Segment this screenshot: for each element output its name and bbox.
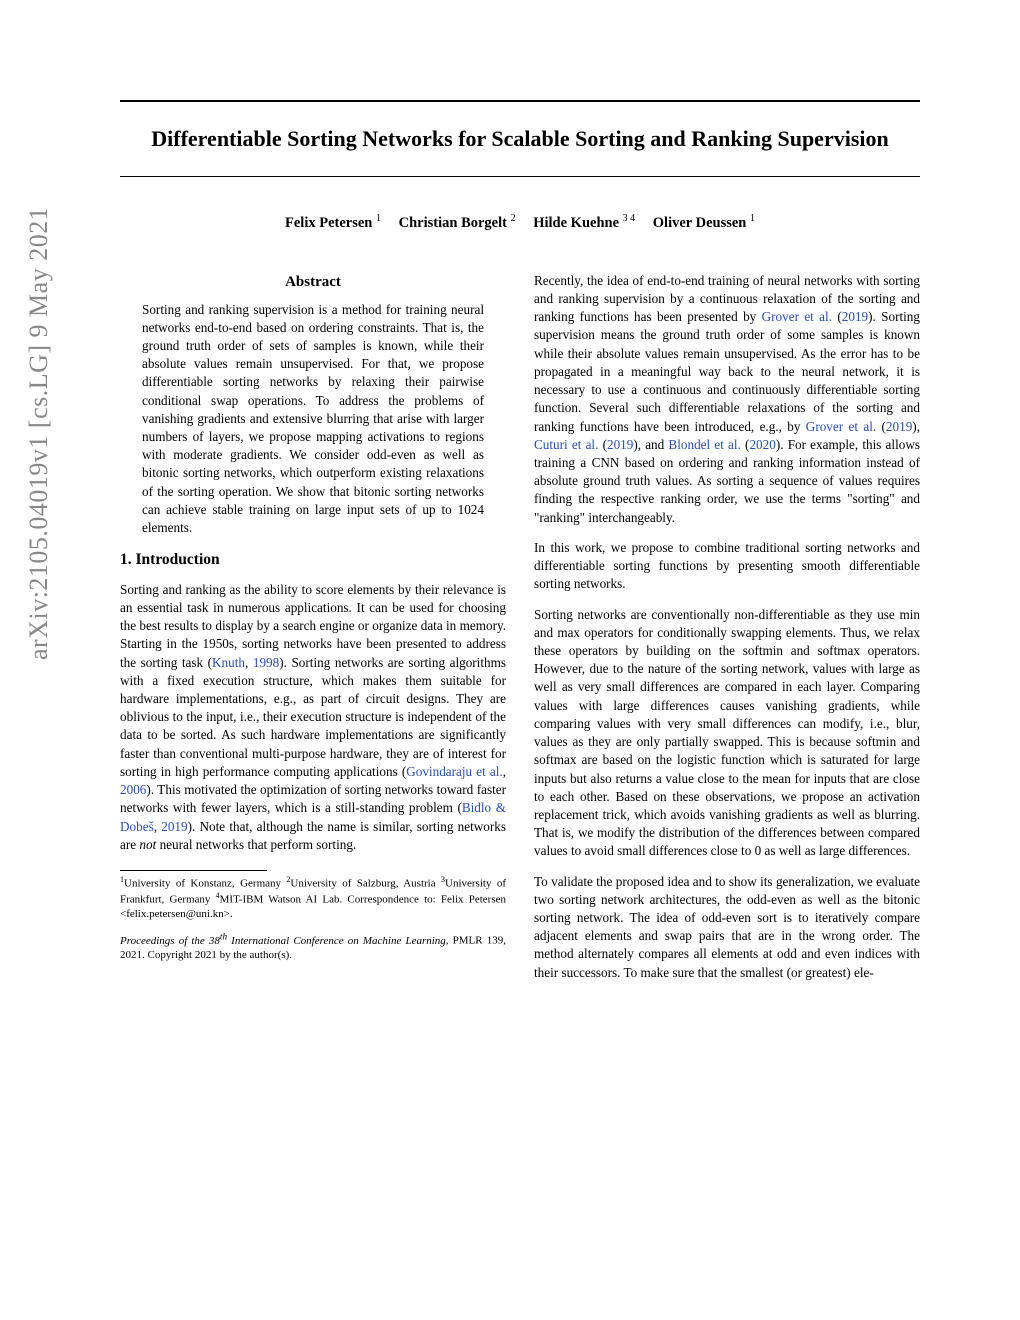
cite-grover-2[interactable]: Grover et al. [806, 419, 876, 434]
math-min: min [899, 607, 920, 622]
abstract-heading: Abstract [120, 272, 506, 293]
two-column-layout: Abstract Sorting and ranking supervision… [120, 272, 920, 994]
cite-knuth-year[interactable]: 1998 [253, 655, 279, 670]
footnote-rule [120, 870, 267, 871]
cite-govindaraju[interactable]: Govindaraju et al. [406, 764, 503, 779]
right-paragraph-4: To validate the proposed idea and to sho… [534, 873, 920, 982]
cite-grover-1-year[interactable]: 2019 [842, 309, 868, 324]
abstract-text: Sorting and ranking supervision is a met… [120, 301, 506, 538]
cite-grover-1[interactable]: Grover et al. [762, 309, 832, 324]
title-block: Differentiable Sorting Networks for Scal… [120, 100, 920, 177]
author-3: Hilde Kuehne 3 4 [533, 215, 635, 231]
author-4: Oliver Deussen 1 [653, 215, 755, 231]
cite-bidlo-year[interactable]: 2019 [161, 819, 187, 834]
author-1: Felix Petersen 1 [285, 215, 381, 231]
section-1-heading: 1. Introduction [120, 549, 506, 570]
cite-blondel-year[interactable]: 2020 [749, 437, 775, 452]
right-paragraph-3: Sorting networks are conventionally non-… [534, 606, 920, 861]
arxiv-stamp: arXiv:2105.04019v1 [cs.LG] 9 May 2021 [24, 207, 54, 660]
math-max: max [557, 625, 580, 640]
cite-cuturi-year[interactable]: 2019 [607, 437, 633, 452]
proceedings-note: Proceedings of the 38th International Co… [120, 931, 506, 962]
paper-page: Differentiable Sorting Networks for Scal… [0, 0, 1020, 1054]
cite-knuth[interactable]: Knuth [212, 655, 245, 670]
cite-cuturi[interactable]: Cuturi et al. [534, 437, 598, 452]
right-paragraph-2: In this work, we propose to combine trad… [534, 539, 920, 594]
cite-govindaraju-year[interactable]: 2006 [120, 782, 146, 797]
math-softmin-1: softmin [743, 643, 783, 658]
emphasis-not: not [139, 837, 156, 852]
left-column: Abstract Sorting and ranking supervision… [120, 272, 506, 994]
cite-grover-2-year[interactable]: 2019 [886, 419, 912, 434]
authors-line: Felix Petersen 1 Christian Borgelt 2 Hil… [120, 213, 920, 232]
paper-title: Differentiable Sorting Networks for Scal… [120, 126, 920, 152]
intro-paragraph-1: Sorting and ranking as the ability to sc… [120, 581, 506, 854]
right-paragraph-1: Recently, the idea of end-to-end trainin… [534, 272, 920, 527]
math-softmax-2: softmax [534, 752, 577, 767]
math-softmax-1: softmax [817, 643, 860, 658]
math-softmin-2: softmin [856, 734, 896, 749]
right-column: Recently, the idea of end-to-end trainin… [534, 272, 920, 994]
cite-blondel[interactable]: Blondel et al. [668, 437, 740, 452]
author-2: Christian Borgelt 2 [399, 215, 516, 231]
affiliations-footnote: 1University of Konstanz, Germany 2Univer… [120, 875, 506, 921]
